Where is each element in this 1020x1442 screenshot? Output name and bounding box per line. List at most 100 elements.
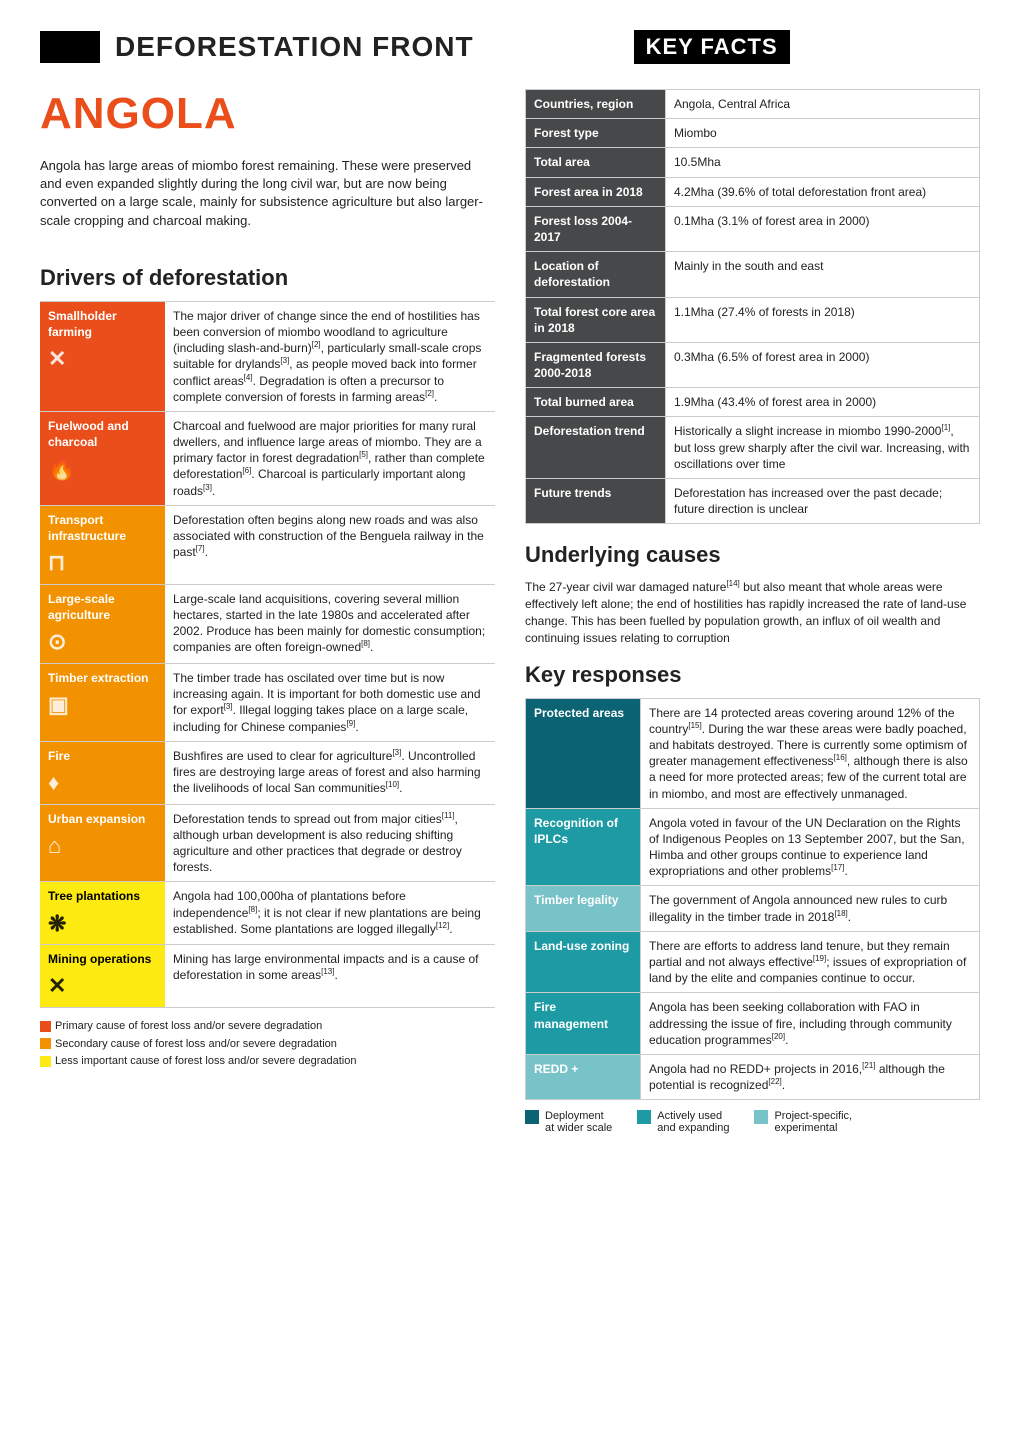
intro-text: Angola has large areas of miombo forest … bbox=[40, 157, 495, 230]
driver-row: Fire♦Bushfires are used to clear for agr… bbox=[40, 741, 495, 804]
fact-label: Forest type bbox=[526, 119, 666, 148]
fact-value: Angola, Central Africa bbox=[666, 90, 980, 119]
fact-label: Forest loss 2004-2017 bbox=[526, 206, 666, 251]
fact-row: Total area10.5Mha bbox=[526, 148, 980, 177]
drivers-table: Smallholder farming✕The major driver of … bbox=[40, 301, 495, 1008]
fact-label: Total area bbox=[526, 148, 666, 177]
responses-legend: Deploymentat wider scale Actively usedand… bbox=[525, 1110, 980, 1134]
response-row: Land-use zoningThere are efforts to addr… bbox=[526, 931, 980, 993]
fact-value: 1.1Mha (27.4% of forests in 2018) bbox=[666, 297, 980, 342]
fact-row: Fragmented forests 2000-20180.3Mha (6.5%… bbox=[526, 342, 980, 387]
legend-box bbox=[525, 1110, 539, 1124]
response-label: Fire management bbox=[526, 993, 641, 1055]
fact-row: Forest area in 20184.2Mha (39.6% of tota… bbox=[526, 177, 980, 206]
main-columns: ANGOLA Angola has large areas of miombo … bbox=[40, 89, 980, 1134]
driver-icon: ⊙ bbox=[48, 627, 157, 657]
fact-value: 1.9Mha (43.4% of forest area in 2000) bbox=[666, 388, 980, 417]
header-logo-box bbox=[40, 31, 100, 63]
drivers-legend: Primary cause of forest loss and/or seve… bbox=[40, 1018, 495, 1071]
response-legend-item: Deploymentat wider scale bbox=[525, 1110, 612, 1134]
driver-row: Transport infrastructure⊓Deforestation o… bbox=[40, 505, 495, 584]
response-row: Fire managementAngola has been seeking c… bbox=[526, 993, 980, 1055]
driver-icon: ✕ bbox=[48, 344, 157, 374]
fact-row: Future trendsDeforestation has increased… bbox=[526, 479, 980, 524]
fact-row: Location of deforestationMainly in the s… bbox=[526, 252, 980, 297]
fact-label: Forest area in 2018 bbox=[526, 177, 666, 206]
fact-value: Miombo bbox=[666, 119, 980, 148]
response-label: REDD + bbox=[526, 1054, 641, 1099]
fact-label: Deforestation trend bbox=[526, 417, 666, 479]
driver-row: Urban expansion⌂Deforestation tends to s… bbox=[40, 804, 495, 882]
legend-box bbox=[40, 1021, 51, 1032]
page-header: DEFORESTATION FRONT KEY FACTS bbox=[40, 30, 980, 64]
legend-text: Deploymentat wider scale bbox=[545, 1110, 612, 1134]
header-title: DEFORESTATION FRONT bbox=[115, 31, 474, 63]
fact-value: 10.5Mha bbox=[666, 148, 980, 177]
fact-label: Future trends bbox=[526, 479, 666, 524]
driver-row: Smallholder farming✕The major driver of … bbox=[40, 301, 495, 411]
response-row: REDD +Angola had no REDD+ projects in 20… bbox=[526, 1054, 980, 1099]
fact-label: Total burned area bbox=[526, 388, 666, 417]
legend-item: Secondary cause of forest loss and/or se… bbox=[40, 1036, 495, 1054]
fact-value: 4.2Mha (39.6% of total deforestation fro… bbox=[666, 177, 980, 206]
driver-icon: ♦ bbox=[48, 768, 157, 798]
driver-label: Tree plantations❋ bbox=[40, 882, 165, 945]
response-label: Protected areas bbox=[526, 698, 641, 808]
driver-icon: ✕ bbox=[48, 971, 157, 1001]
driver-row: Fuelwood and charcoal🔥Charcoal and fuelw… bbox=[40, 411, 495, 505]
driver-row: Timber extraction▣The timber trade has o… bbox=[40, 663, 495, 741]
response-row: Timber legalityThe government of Angola … bbox=[526, 886, 980, 931]
fact-value: Deforestation has increased over the pas… bbox=[666, 479, 980, 524]
legend-box bbox=[637, 1110, 651, 1124]
driver-text: The timber trade has oscilated over time… bbox=[165, 663, 495, 741]
driver-label: Transport infrastructure⊓ bbox=[40, 505, 165, 584]
fact-label: Fragmented forests 2000-2018 bbox=[526, 342, 666, 387]
response-row: Protected areasThere are 14 protected ar… bbox=[526, 698, 980, 808]
keyfacts-badge: KEY FACTS bbox=[634, 30, 790, 64]
driver-icon: 🔥 bbox=[48, 454, 157, 484]
underlying-text: The 27-year civil war damaged nature[14]… bbox=[525, 578, 980, 646]
driver-text: The major driver of change since the end… bbox=[165, 301, 495, 411]
fact-value: Mainly in the south and east bbox=[666, 252, 980, 297]
fact-row: Countries, regionAngola, Central Africa bbox=[526, 90, 980, 119]
responses-title: Key responses bbox=[525, 662, 980, 688]
fact-row: Total burned area1.9Mha (43.4% of forest… bbox=[526, 388, 980, 417]
driver-text: Angola had 100,000ha of plantations befo… bbox=[165, 882, 495, 945]
driver-icon: ⌂ bbox=[48, 831, 157, 861]
response-text: Angola has been seeking collaboration wi… bbox=[641, 993, 980, 1055]
driver-text: Bushfires are used to clear for agricult… bbox=[165, 741, 495, 804]
legend-item: Less important cause of forest loss and/… bbox=[40, 1053, 495, 1071]
response-row: Recognition of IPLCsAngola voted in favo… bbox=[526, 808, 980, 886]
response-label: Timber legality bbox=[526, 886, 641, 931]
fact-value: 0.3Mha (6.5% of forest area in 2000) bbox=[666, 342, 980, 387]
driver-label: Fuelwood and charcoal🔥 bbox=[40, 411, 165, 505]
driver-text: Charcoal and fuelwood are major prioriti… bbox=[165, 411, 495, 505]
response-text: Angola had no REDD+ projects in 2016,[21… bbox=[641, 1054, 980, 1099]
fact-row: Deforestation trendHistorically a slight… bbox=[526, 417, 980, 479]
fact-row: Forest loss 2004-20170.1Mha (3.1% of for… bbox=[526, 206, 980, 251]
response-legend-item: Actively usedand expanding bbox=[637, 1110, 729, 1134]
driver-label: Fire♦ bbox=[40, 741, 165, 804]
fact-row: Total forest core area in 20181.1Mha (27… bbox=[526, 297, 980, 342]
driver-label: Urban expansion⌂ bbox=[40, 804, 165, 882]
driver-row: Mining operations✕Mining has large envir… bbox=[40, 945, 495, 1008]
driver-label: Timber extraction▣ bbox=[40, 663, 165, 741]
fact-value: Historically a slight increase in miombo… bbox=[666, 417, 980, 479]
driver-icon: ❋ bbox=[48, 909, 157, 939]
legend-box bbox=[40, 1038, 51, 1049]
fact-value: 0.1Mha (3.1% of forest area in 2000) bbox=[666, 206, 980, 251]
fact-row: Forest typeMiombo bbox=[526, 119, 980, 148]
legend-box bbox=[40, 1056, 51, 1067]
driver-label: Mining operations✕ bbox=[40, 945, 165, 1008]
driver-icon: ▣ bbox=[48, 690, 157, 720]
responses-table: Protected areasThere are 14 protected ar… bbox=[525, 698, 980, 1101]
driver-row: Large-scale agriculture⊙Large-scale land… bbox=[40, 584, 495, 663]
driver-label: Large-scale agriculture⊙ bbox=[40, 584, 165, 663]
facts-table: Countries, regionAngola, Central AfricaF… bbox=[525, 89, 980, 524]
fact-label: Location of deforestation bbox=[526, 252, 666, 297]
country-title: ANGOLA bbox=[40, 89, 495, 139]
fact-label: Countries, region bbox=[526, 90, 666, 119]
response-legend-item: Project-specific,experimental bbox=[754, 1110, 852, 1134]
driver-text: Deforestation often begins along new roa… bbox=[165, 505, 495, 584]
response-text: Angola voted in favour of the UN Declara… bbox=[641, 808, 980, 886]
